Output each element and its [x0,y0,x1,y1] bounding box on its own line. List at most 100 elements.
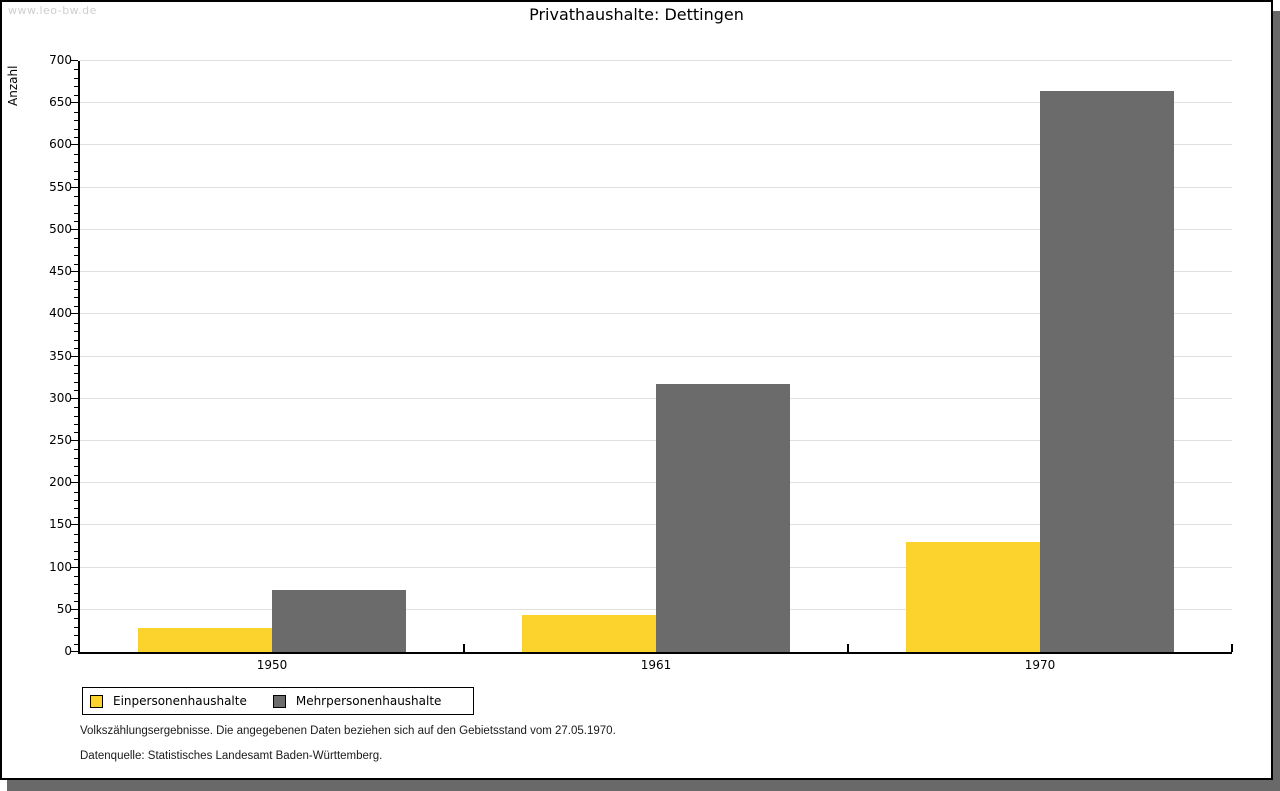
grid-line [80,187,1232,188]
y-axis-minor-tick [74,492,78,493]
x-axis-tick-label: 1970 [1024,658,1056,672]
y-axis-major-tick [71,187,78,188]
grid-line [80,60,1232,61]
y-axis-minor-tick [74,213,78,214]
y-axis-minor-tick [74,348,78,349]
y-axis-minor-tick [74,424,78,425]
y-axis-minor-tick [74,635,78,636]
grid-line [80,102,1232,103]
y-axis-minor-tick [74,171,78,172]
legend-entry: Einpersonenhaushalte [90,694,247,708]
y-axis-minor-tick [74,407,78,408]
y-axis-minor-tick [74,559,78,560]
y-axis-minor-tick [74,373,78,374]
y-axis-major-tick [71,440,78,441]
y-axis-minor-tick [74,86,78,87]
y-axis-major-tick [71,651,78,652]
y-axis-minor-tick [74,154,78,155]
plot-area: 0 50 100 150 200 250 300 350 400 450 500 550 600 650 7… [49,53,1233,672]
y-axis-major-tick [71,144,78,145]
bar-einpersonenhaushalte [522,615,656,652]
y-axis-minor-tick [74,289,78,290]
y-axis-minor-tick [74,95,78,96]
y-axis-minor-tick [74,297,78,298]
y-axis-tick-label: 550 [49,180,72,194]
y-axis-tick-label: 350 [49,349,72,363]
bar-mehrpersonenhaushalte [656,384,790,652]
y-axis-tick-label: 100 [49,560,72,574]
y-axis-tick-label: 500 [49,222,72,236]
y-axis-minor-tick [74,517,78,518]
y-axis-tick-label: 650 [49,95,72,109]
y-axis-minor-tick [74,500,78,501]
y-axis-minor-tick [74,129,78,130]
grid-line [80,356,1232,357]
y-axis-minor-tick [74,593,78,594]
y-axis-tick-label: 150 [49,517,72,531]
bar-einpersonenhaushalte [138,628,272,652]
y-axis-minor-tick [74,340,78,341]
y-axis-major-tick [71,609,78,610]
y-axis-minor-tick [74,458,78,459]
legend: Einpersonenhaushalte Mehrpersonenhaushalt… [82,687,474,715]
y-axis-minor-tick [74,508,78,509]
y-axis-minor-tick [74,78,78,79]
legend-swatch [272,694,286,708]
y-axis-tick-label: 50 [56,602,72,616]
y-axis-minor-tick [74,534,78,535]
y-axis-major-tick [71,356,78,357]
y-axis-minor-tick [74,466,78,467]
y-axis-minor-tick [74,323,78,324]
y-axis-minor-tick [74,247,78,248]
y-axis-tick-label: 600 [49,137,72,151]
legend-label: Einpersonenhaushalte [113,694,247,708]
bar-einpersonenhaushalte [906,542,1040,652]
grid-line [80,229,1232,230]
y-axis-major-tick [71,567,78,568]
y-axis-minor-tick [74,179,78,180]
y-axis-minor-tick [74,618,78,619]
x-axis-boundary-tick [463,644,465,652]
y-axis-minor-tick [74,196,78,197]
y-axis-minor-tick [74,382,78,383]
y-axis-major-tick [71,60,78,61]
y-axis-minor-tick [74,221,78,222]
footnote-datasource: Datenquelle: Statistisches Landesamt Bad… [80,750,383,762]
y-axis-major-tick [71,271,78,272]
legend-label: Mehrpersonenhaushalte [295,694,442,708]
watermark: www.leo-bw.de [8,4,97,17]
footnote-census: Volkszählungsergebnisse. Die angegebenen… [80,725,616,737]
y-axis-major-tick [71,102,78,103]
y-axis-major-tick [71,524,78,525]
y-axis-label: Anzahl [6,65,20,106]
y-axis-tick-label: 200 [49,475,72,489]
y-axis-minor-tick [74,162,78,163]
x-axis-tick-label: 1961 [640,658,672,672]
y-axis-minor-tick [74,205,78,206]
y-axis-minor-tick [74,627,78,628]
chart-title: Privathaushalte: Dettingen [529,5,744,24]
legend-swatch [90,694,103,708]
y-axis-minor-tick [74,112,78,113]
y-axis-tick-label: 450 [49,264,72,278]
x-axis-boundary-tick [847,644,849,652]
y-axis-minor-tick [74,542,78,543]
y-axis-tick-label: 400 [49,306,72,320]
y-axis-tick-label: 0 [64,644,72,658]
grid-line [80,144,1232,145]
y-axis-tick-label: 250 [49,433,72,447]
legend-entry: Mehrpersonenhaushalte [272,694,442,708]
y-axis-minor-tick [74,475,78,476]
y-axis-minor-tick [74,281,78,282]
y-axis-minor-tick [74,255,78,256]
grid-line [80,313,1232,314]
y-axis-minor-tick [74,264,78,265]
y-axis-tick-label: 700 [49,53,72,67]
y-axis-minor-tick [74,584,78,585]
y-axis-minor-tick [74,365,78,366]
y-axis-minor-tick [74,120,78,121]
y-axis-minor-tick [74,576,78,577]
y-axis-minor-tick [74,238,78,239]
y-axis-minor-tick [74,137,78,138]
